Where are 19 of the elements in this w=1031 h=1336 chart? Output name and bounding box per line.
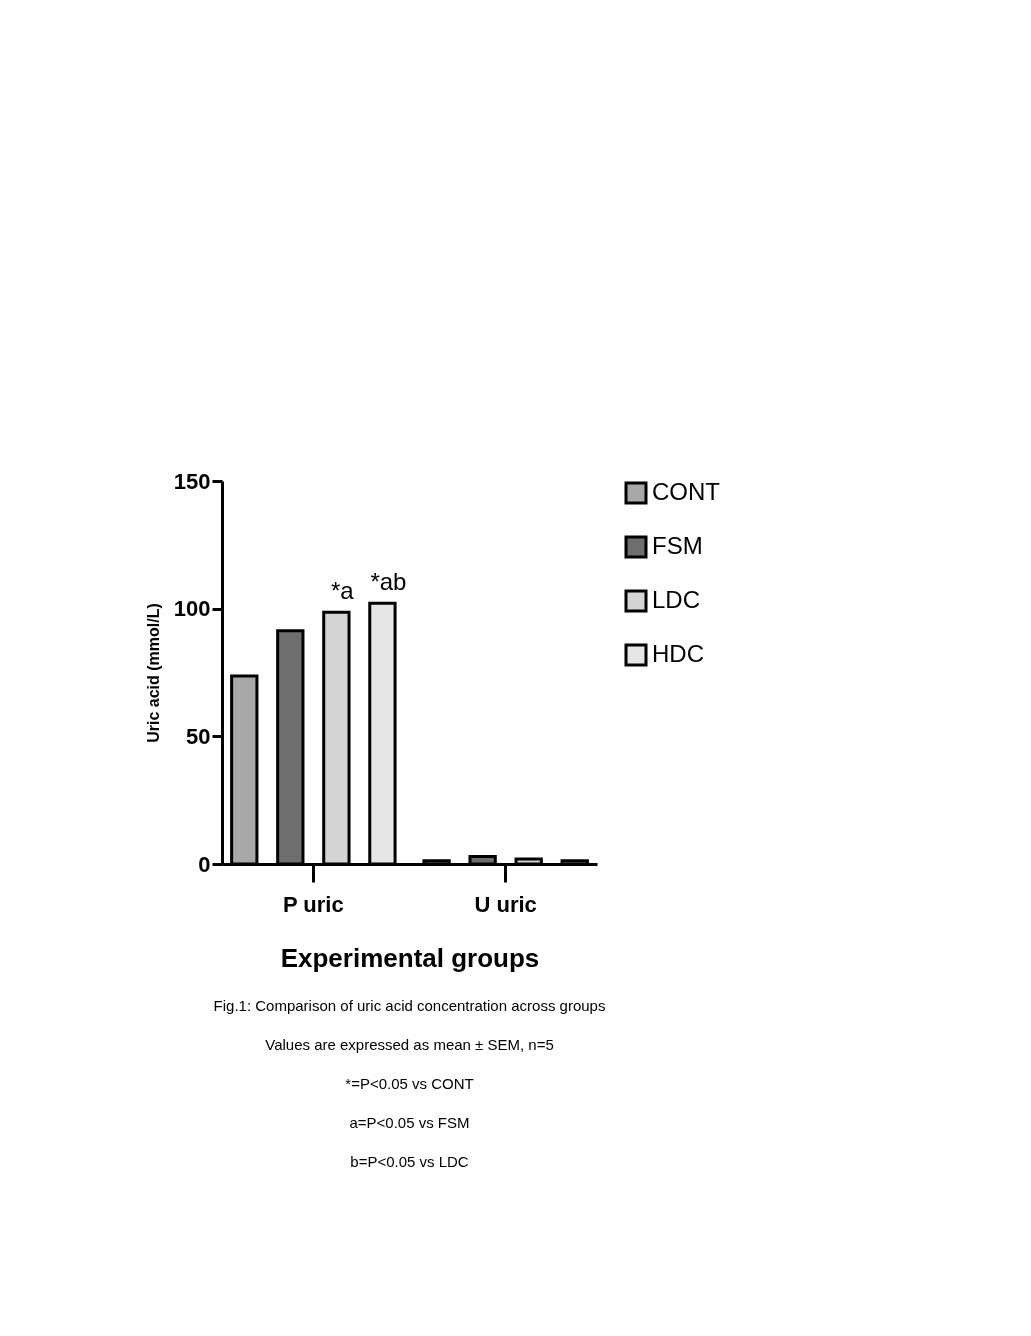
data-label: *ab <box>370 568 407 596</box>
text: a=P<0.05 vs FSM <box>349 1113 470 1131</box>
x-tick-label: P uric <box>282 891 344 917</box>
text: *=P<0.05 vs CONT <box>345 1074 474 1092</box>
y-tick-label: 50 <box>186 723 211 749</box>
legend-label: FSM <box>652 532 703 559</box>
text: Values are expressed as mean ± SEM, n=5 <box>265 1035 554 1053</box>
x-tick-label: U uric <box>474 891 537 917</box>
text: b=P<0.05 vs LDC <box>350 1152 469 1170</box>
x-axis-title: Experimental groups <box>280 942 540 973</box>
legend-label: LDC <box>652 586 701 613</box>
y-axis-title: Uric acid (mmol/L) <box>144 603 162 743</box>
legend-label: HDC <box>652 640 704 667</box>
caption: Fig.1: Comparison of uric acid concentration across groups <box>213 996 606 1014</box>
y-tick-label: 100 <box>173 596 211 622</box>
y-tick-label: 150 <box>173 468 211 494</box>
legend-label: CONT <box>652 478 721 505</box>
y-tick-label: 0 <box>198 851 211 877</box>
data-label: *a <box>331 577 355 605</box>
